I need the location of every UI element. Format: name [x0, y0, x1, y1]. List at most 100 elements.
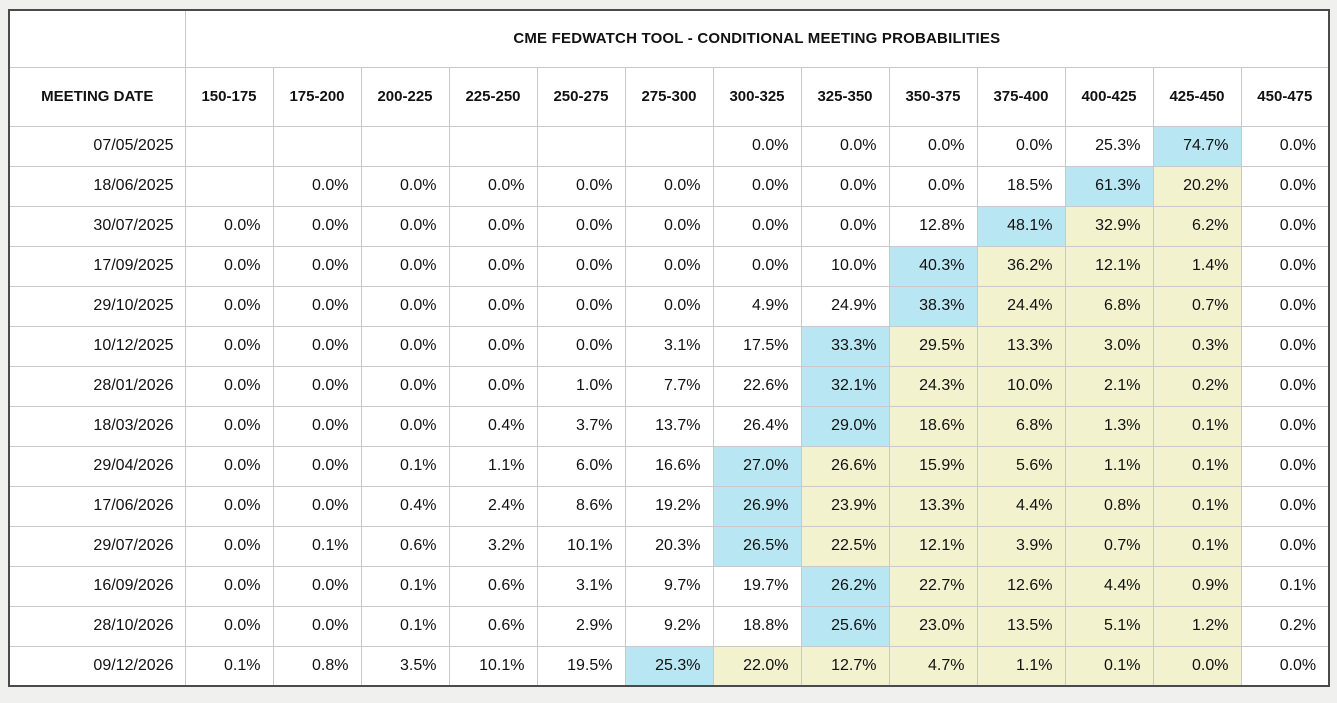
probability-cell: 6.2%: [1152, 205, 1242, 247]
probability-cell: 0.0%: [712, 245, 802, 287]
probability-cell: [536, 125, 626, 167]
probability-cell: 26.4%: [712, 405, 802, 447]
probability-cell: 0.0%: [448, 365, 538, 407]
probability-cell: [360, 125, 450, 167]
meeting-date-cell: 10/12/2025: [8, 325, 186, 367]
probability-cell: 0.0%: [624, 205, 714, 247]
meeting-date-cell: 17/06/2026: [8, 485, 186, 527]
probability-cell: 19.5%: [536, 645, 626, 687]
probability-cell: 0.0%: [184, 285, 274, 327]
probability-cell: 0.3%: [1152, 325, 1242, 367]
probability-cell: 32.1%: [800, 365, 890, 407]
probability-cell: 1.4%: [1152, 245, 1242, 287]
probability-cell: 0.0%: [536, 285, 626, 327]
probability-cell: 0.1%: [360, 445, 450, 487]
probability-cell: 0.0%: [360, 285, 450, 327]
probability-cell: 10.0%: [976, 365, 1066, 407]
title-row: CME FEDWATCH TOOL - CONDITIONAL MEETING …: [8, 9, 1330, 68]
probability-cell: 0.0%: [1240, 405, 1330, 447]
probability-cell: 24.9%: [800, 285, 890, 327]
table-row: 28/10/2026 0.0% 0.0% 0.1% 0.6% 2.9% 9.2% 18.8% 2…: [8, 605, 1330, 647]
probability-cell: 0.0%: [1240, 245, 1330, 287]
probability-cell: [272, 125, 362, 167]
probability-cell: 4.9%: [712, 285, 802, 327]
probability-cell: 0.6%: [360, 525, 450, 567]
probability-cell: 23.0%: [888, 605, 978, 647]
probability-cell: 3.5%: [360, 645, 450, 687]
table-row: 17/06/2026 0.0% 0.0% 0.4% 2.4% 8.6% 19.2% 26.9%…: [8, 485, 1330, 527]
probability-cell: 0.1%: [272, 525, 362, 567]
table-row: 16/09/2026 0.0% 0.0% 0.1% 0.6% 3.1% 9.7% 19.7% 2…: [8, 565, 1330, 607]
probability-cell: 0.0%: [536, 205, 626, 247]
probability-cell: 0.0%: [1240, 485, 1330, 527]
probability-cell: 24.4%: [976, 285, 1066, 327]
probability-cell: 48.1%: [976, 205, 1066, 247]
probability-cell: 5.6%: [976, 445, 1066, 487]
table-row: 18/06/2025 0.0% 0.0% 0.0% 0.0% 0.0% 0.0% 0.0% 0.…: [8, 165, 1330, 207]
table-row: 29/04/2026 0.0% 0.0% 0.1% 1.1% 6.0% 16.6% 27.0%…: [8, 445, 1330, 487]
probability-cell: 0.2%: [1152, 365, 1242, 407]
probability-cell: 0.0%: [536, 245, 626, 287]
probability-cell: 0.1%: [360, 565, 450, 607]
table-row: 17/09/2025 0.0% 0.0% 0.0% 0.0% 0.0% 0.0% 0.0% 10…: [8, 245, 1330, 287]
probability-cell: 0.1%: [184, 645, 274, 687]
probability-cell: 0.0%: [272, 405, 362, 447]
rate-range-header: 400-425: [1064, 66, 1154, 127]
meeting-date-cell: 16/09/2026: [8, 565, 186, 607]
probability-cell: 0.0%: [360, 365, 450, 407]
probability-cell: 0.0%: [448, 325, 538, 367]
probability-cell: 0.0%: [272, 485, 362, 527]
probability-cell: 25.3%: [1064, 125, 1154, 167]
probability-cell: 0.2%: [1240, 605, 1330, 647]
probability-cell: 13.3%: [888, 485, 978, 527]
table-row: 29/07/2026 0.0% 0.1% 0.6% 3.2% 10.1% 20.3% 26.5…: [8, 525, 1330, 567]
rate-range-header: 275-300: [624, 66, 714, 127]
rate-range-header: 175-200: [272, 66, 362, 127]
probability-cell: 3.1%: [624, 325, 714, 367]
meeting-date-cell: 09/12/2026: [8, 645, 186, 687]
probability-cell: [624, 125, 714, 167]
probability-cell: 6.0%: [536, 445, 626, 487]
meeting-date-cell: 18/06/2025: [8, 165, 186, 207]
meeting-date-cell: 07/05/2025: [8, 125, 186, 167]
table-row: 10/12/2025 0.0% 0.0% 0.0% 0.0% 0.0% 3.1% 17.5% 3…: [8, 325, 1330, 367]
probability-cell: 0.0%: [184, 325, 274, 367]
probability-cell: 0.1%: [1152, 445, 1242, 487]
probability-cell: 2.1%: [1064, 365, 1154, 407]
probability-cell: 27.0%: [712, 445, 802, 487]
probability-cell: 0.0%: [624, 245, 714, 287]
probability-cell: 15.9%: [888, 445, 978, 487]
probability-cell: 9.7%: [624, 565, 714, 607]
probability-cell: 26.5%: [712, 525, 802, 567]
probability-cell: 0.0%: [800, 205, 890, 247]
probability-cell: 0.0%: [184, 205, 274, 247]
probability-cell: 0.1%: [1064, 645, 1154, 687]
probability-cell: 3.0%: [1064, 325, 1154, 367]
probability-cell: 9.2%: [624, 605, 714, 647]
probability-cell: 0.0%: [1240, 165, 1330, 207]
probability-cell: 20.3%: [624, 525, 714, 567]
probability-cell: 61.3%: [1064, 165, 1154, 207]
probability-cell: 26.6%: [800, 445, 890, 487]
probability-cell: 29.0%: [800, 405, 890, 447]
probability-cell: 0.4%: [448, 405, 538, 447]
probability-cell: 0.0%: [272, 205, 362, 247]
rate-range-header: 300-325: [712, 66, 802, 127]
probability-cell: 6.8%: [1064, 285, 1154, 327]
probability-cell: 0.7%: [1064, 525, 1154, 567]
table-row: 28/01/2026 0.0% 0.0% 0.0% 0.0% 1.0% 7.7% 22.6% 3…: [8, 365, 1330, 407]
probability-cell: 22.7%: [888, 565, 978, 607]
probability-cell: 1.1%: [976, 645, 1066, 687]
probability-cell: 26.9%: [712, 485, 802, 527]
meeting-date-header: MEETING DATE: [8, 66, 186, 127]
probability-cell: 74.7%: [1152, 125, 1242, 167]
probability-cell: 0.0%: [712, 165, 802, 207]
probability-cell: 10.1%: [536, 525, 626, 567]
probability-cell: 1.3%: [1064, 405, 1154, 447]
rate-range-header: 250-275: [536, 66, 626, 127]
meeting-date-cell: 28/01/2026: [8, 365, 186, 407]
probability-cell: 1.1%: [448, 445, 538, 487]
probability-cell: 0.0%: [272, 445, 362, 487]
probability-cell: 0.8%: [272, 645, 362, 687]
